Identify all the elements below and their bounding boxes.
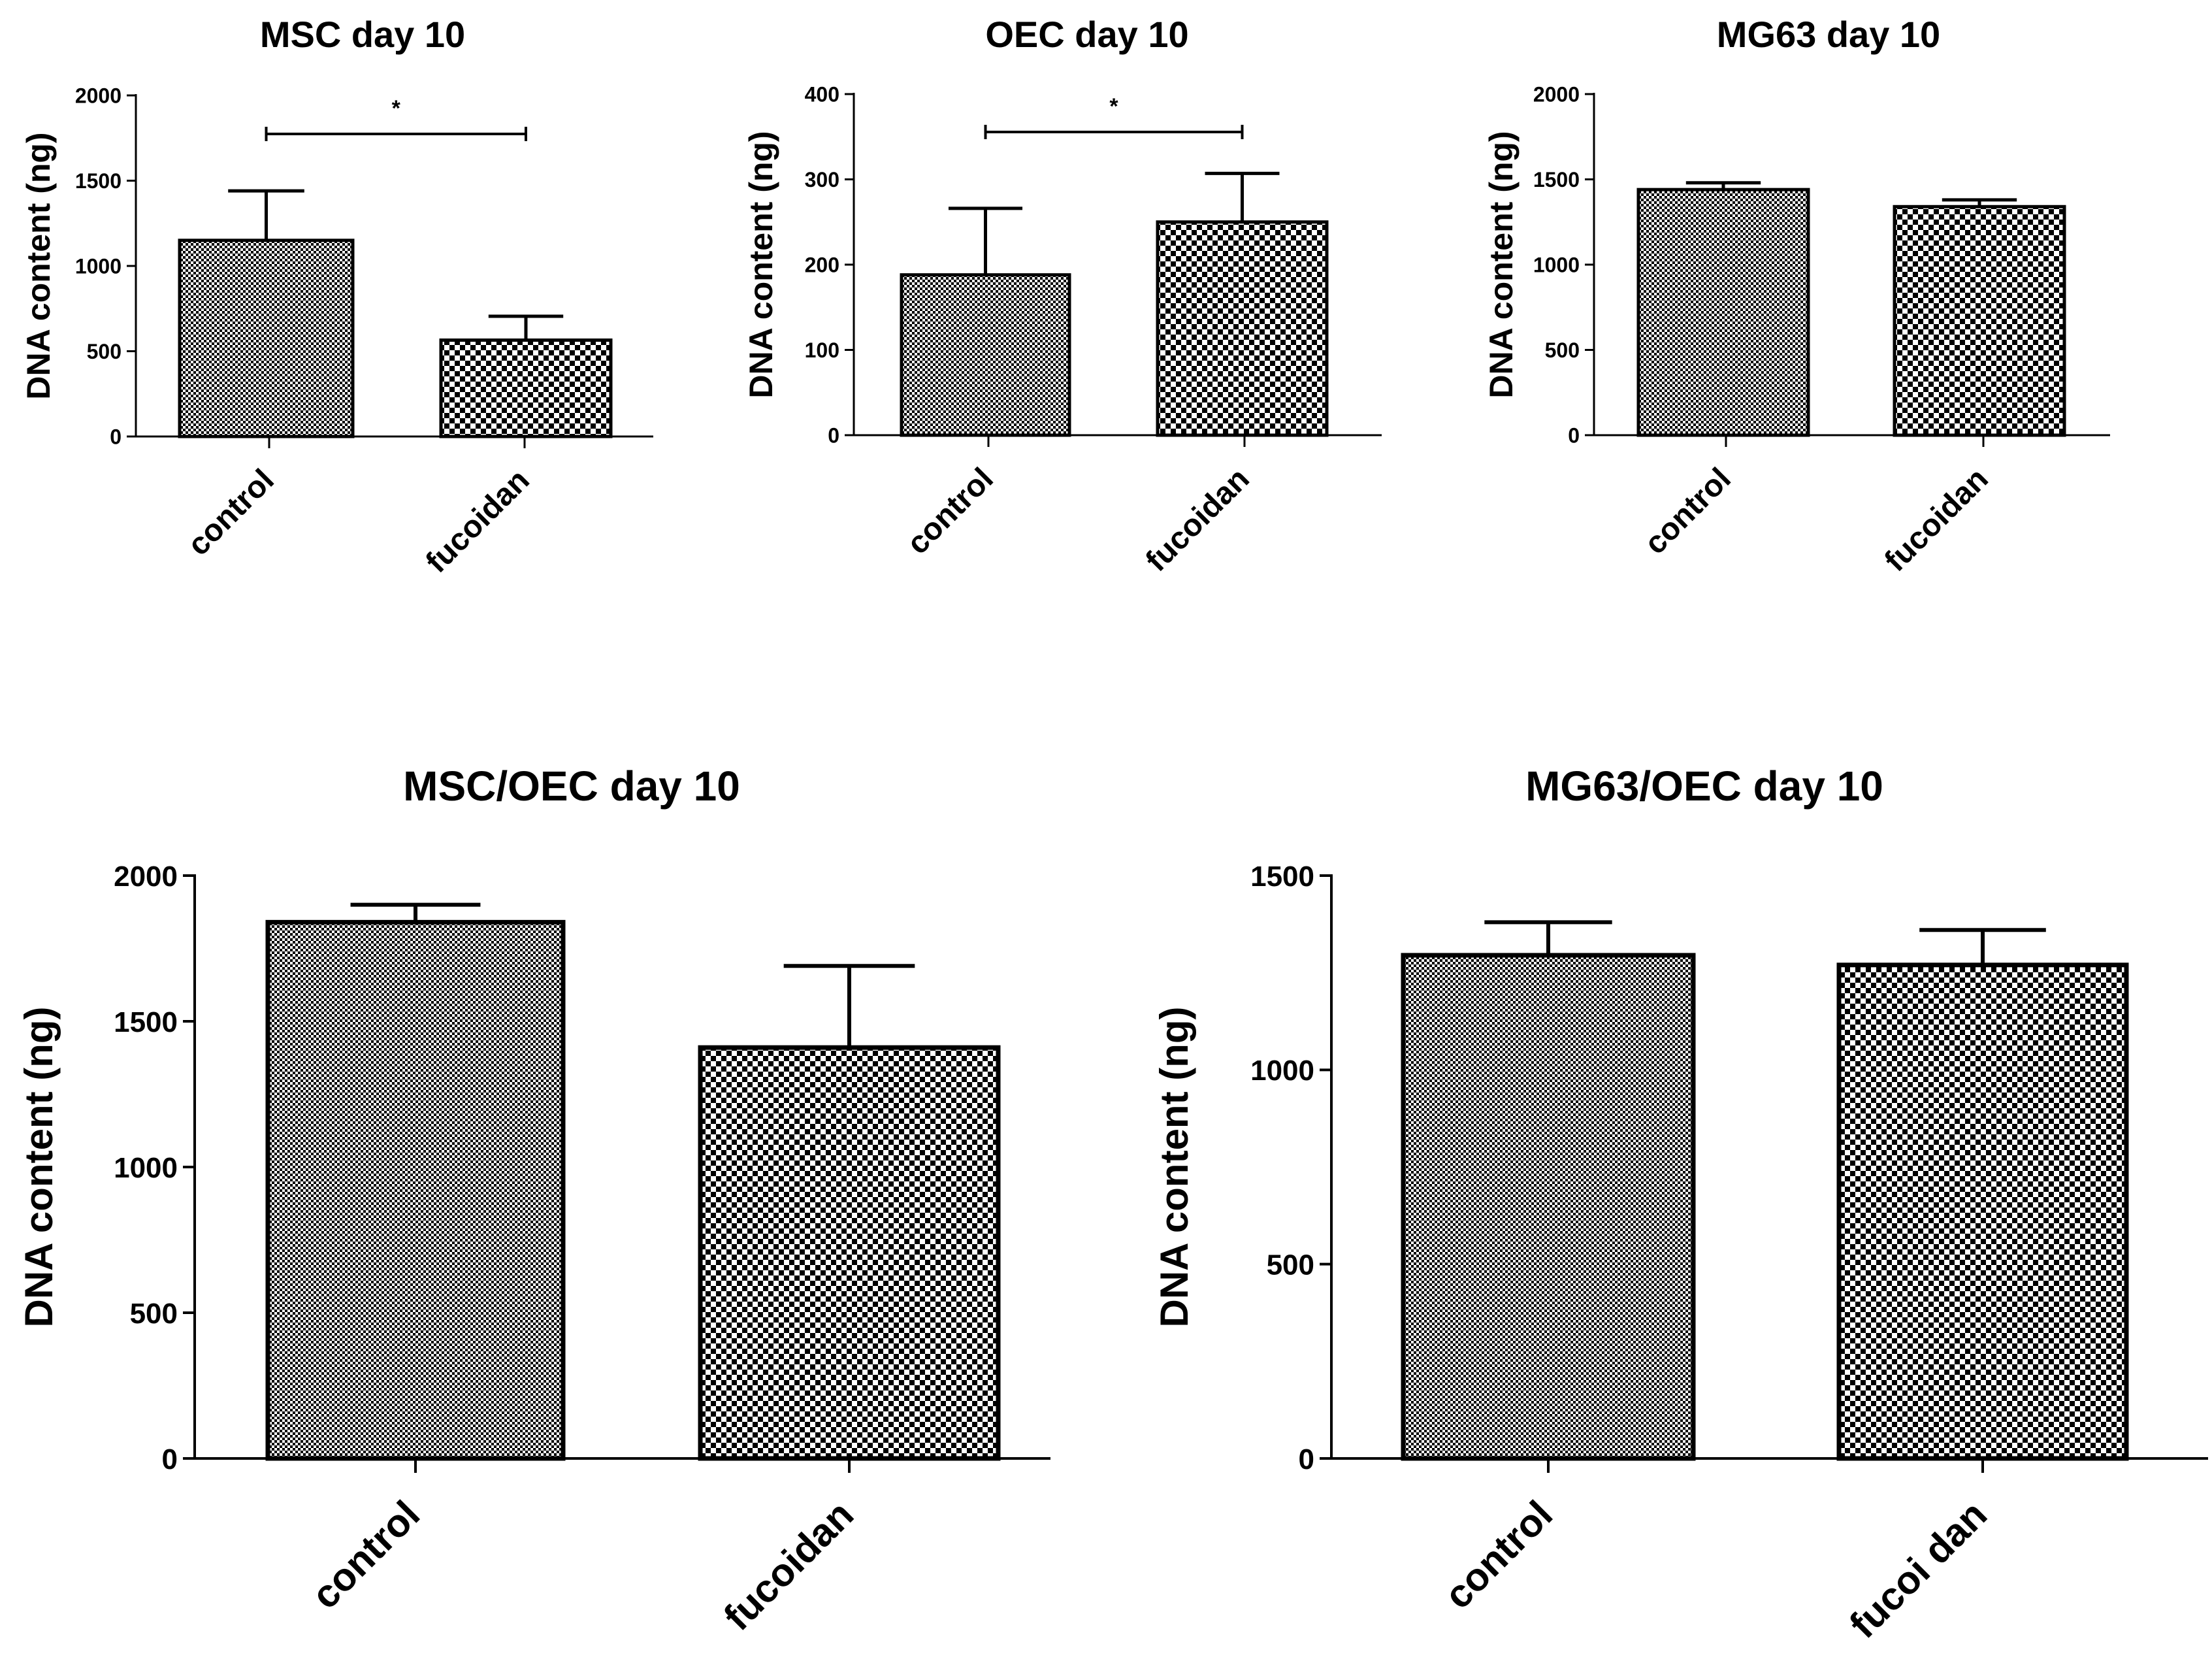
plot-area: 0 100 200 300 400 control fucoidan * <box>805 83 1382 578</box>
bar-control <box>1401 953 1696 1461</box>
bar-fucoidan <box>439 338 613 438</box>
bar-fucoidan <box>698 1045 1001 1461</box>
y-tick-label: 1000 <box>1533 254 1580 277</box>
x-category-label: control <box>181 463 280 562</box>
x-category-label: fucoidan <box>419 463 536 580</box>
y-tick-label: 2000 <box>1533 83 1580 107</box>
y-tick-label: 200 <box>805 254 839 277</box>
x-category-label: control <box>1638 461 1737 561</box>
y-tick-label: 1000 <box>114 1152 178 1184</box>
y-tick-label: 500 <box>87 340 122 363</box>
chart-title: MG63 day 10 <box>1717 14 1940 55</box>
chart-title: MG63/OEC day 10 <box>1525 763 1883 810</box>
bar-fucoidan <box>1836 962 2129 1461</box>
chart-panel-mg63-oec: MG63/OEC day 10 DNA content (ng) 0 500 100… <box>1152 763 2208 1647</box>
x-category-label: control <box>303 1492 428 1617</box>
y-tick-label: 0 <box>162 1443 178 1475</box>
y-tick-label: 500 <box>1267 1249 1314 1281</box>
plot-area: 0 500 1000 1500 2000 control fucoidan <box>1533 83 2110 578</box>
chart-title: MSC/OEC day 10 <box>403 763 740 810</box>
bar-fucoidan <box>1893 205 2066 437</box>
y-tick-label: 1500 <box>1250 861 1314 893</box>
chart-title: MSC day 10 <box>260 14 465 55</box>
chart-title: OEC day 10 <box>985 14 1188 55</box>
chart-panel-oec: OEC day 10 DNA content (ng) 0 100 200 300 40… <box>743 14 1382 578</box>
x-category-label: fucoi dan <box>1841 1492 1995 1647</box>
bar-control <box>265 919 566 1461</box>
x-category-label: fucoidan <box>1878 461 1995 578</box>
y-tick-label: 1500 <box>1533 168 1580 191</box>
chart-panel-mg63: MG63 day 10 DNA content (ng) 0 500 1000 150… <box>1483 14 2110 578</box>
y-tick-label: 1500 <box>114 1006 178 1038</box>
y-tick-label: 2000 <box>75 84 122 108</box>
y-tick-label: 1000 <box>1250 1055 1314 1087</box>
y-axis-label: DNA content (ng) <box>17 1006 61 1327</box>
y-tick-label: 0 <box>1568 424 1580 448</box>
y-tick-label: 400 <box>805 83 839 107</box>
y-tick-label: 500 <box>130 1298 178 1330</box>
bar-control <box>1636 188 1810 437</box>
plot-area: 0 500 1000 1500 2000 control fucoidan * <box>75 84 653 580</box>
bar-control <box>900 273 1071 437</box>
x-category-label: control <box>1436 1492 1561 1617</box>
x-category-label: fucoidan <box>715 1492 862 1639</box>
significance-star: * <box>1109 94 1118 119</box>
y-tick-label: 1000 <box>75 255 122 278</box>
y-axis-label: DNA content (ng) <box>20 132 57 399</box>
y-axis-label: DNA content (ng) <box>1152 1006 1196 1327</box>
y-tick-label: 0 <box>1299 1443 1314 1475</box>
y-tick-label: 0 <box>828 424 839 448</box>
y-tick-label: 0 <box>110 425 122 449</box>
bar-control <box>178 239 355 438</box>
y-axis-label: DNA content (ng) <box>743 131 779 398</box>
x-category-label: control <box>900 461 1000 561</box>
significance-star: * <box>392 96 401 121</box>
y-tick-label: 500 <box>1545 338 1580 362</box>
plot-area: 0 500 1000 1500 2000 control fucoidan <box>114 861 1050 1639</box>
y-tick-label: 1500 <box>75 169 122 193</box>
y-tick-label: 2000 <box>114 861 178 893</box>
plot-area: 0 500 1000 1500 control fucoi dan <box>1250 861 2208 1647</box>
bar-fucoidan <box>1156 220 1329 437</box>
y-tick-label: 300 <box>805 168 839 191</box>
chart-panel-msc-oec: MSC/OEC day 10 DNA content (ng) 0 500 1000… <box>17 763 1050 1639</box>
y-axis-label: DNA content (ng) <box>1483 131 1520 398</box>
y-tick-label: 100 <box>805 338 839 362</box>
x-category-label: fucoidan <box>1139 461 1256 578</box>
chart-panel-msc: MSC day 10 DNA content (ng) 0 500 1000 1500… <box>20 14 653 580</box>
